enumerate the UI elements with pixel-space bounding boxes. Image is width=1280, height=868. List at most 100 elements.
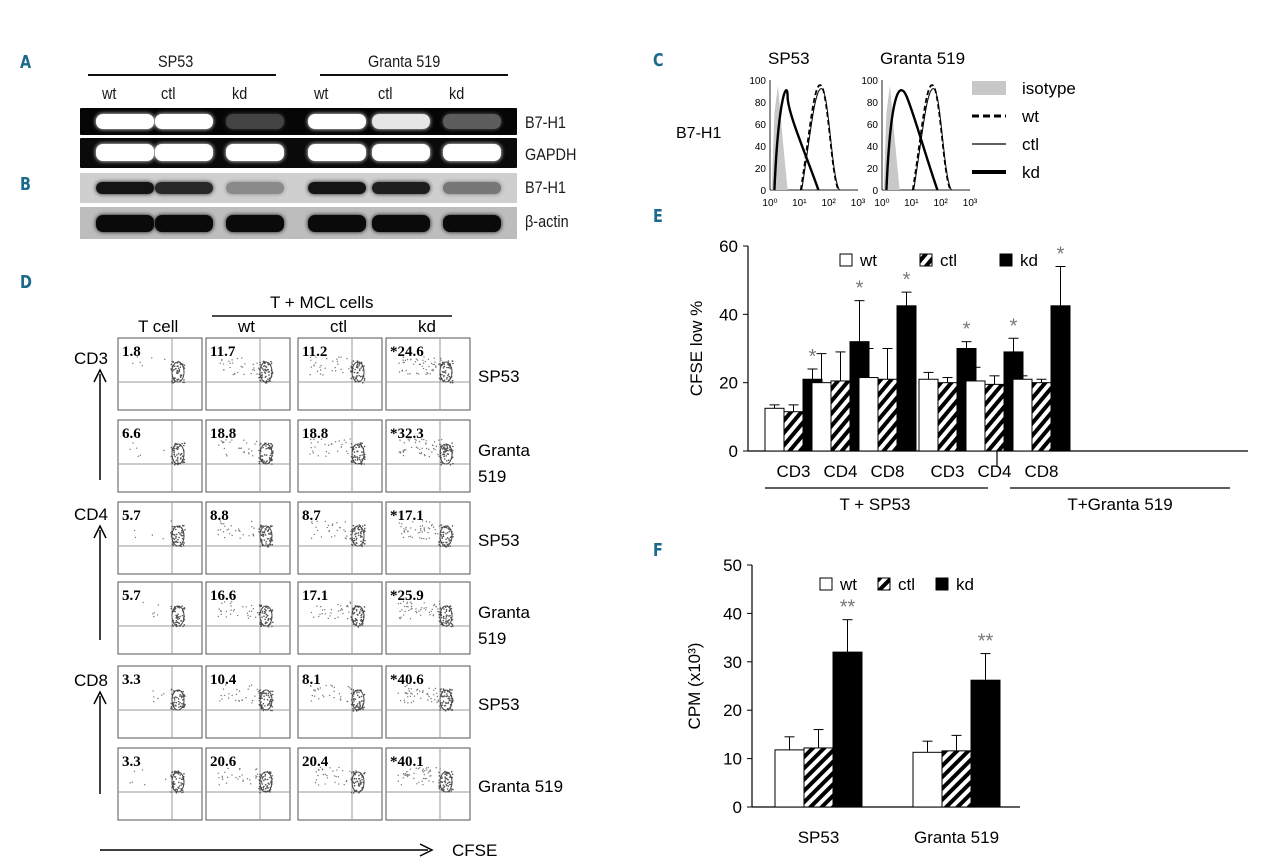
histogram-y-tick: 80 (867, 98, 879, 109)
flow-dot (441, 531, 443, 534)
flow-dot (175, 447, 178, 450)
flow-dot (346, 535, 348, 537)
flow-dot (356, 365, 358, 367)
flow-dot (341, 609, 344, 611)
flow-dot (254, 695, 256, 697)
flow-dot (425, 369, 427, 371)
flow-dot (449, 448, 451, 451)
flow-dot (345, 605, 348, 608)
flow-dot (133, 770, 136, 773)
flow-dot (171, 771, 173, 774)
flow-dot (412, 363, 415, 365)
flow-contour (259, 443, 273, 465)
flow-col-header-wt: wt (237, 317, 255, 336)
flow-dot (325, 450, 328, 453)
flow-dot (430, 524, 433, 527)
flow-dot (136, 447, 138, 449)
flow-dot (410, 603, 413, 605)
y-tick-label: 0 (729, 442, 738, 461)
legend-label-ctl: ctl (898, 575, 915, 594)
histogram-title: SP53 (768, 49, 810, 68)
flow-dot (217, 615, 220, 618)
flow-dot (176, 617, 179, 619)
flow-dot (361, 778, 363, 781)
flow-value: 3.3 (122, 672, 141, 688)
flow-dot (260, 446, 263, 449)
flow-dot (437, 363, 440, 365)
flow-dot (427, 694, 429, 696)
flow-dot (434, 532, 437, 535)
flow-dot (442, 616, 445, 618)
flow-dot (439, 607, 442, 610)
flow-dot (227, 767, 229, 770)
flow-dot (319, 613, 321, 616)
flow-dot (261, 455, 264, 457)
flow-dot (437, 608, 439, 610)
flow-dot (180, 787, 182, 790)
flow-dot (321, 768, 324, 770)
flow-dot (434, 361, 436, 363)
category-label: CD8 (870, 462, 904, 481)
flow-dot (399, 610, 401, 613)
flow-dot (156, 614, 159, 616)
flow-dot (174, 607, 177, 609)
flow-dot (222, 688, 225, 690)
flow-plot: 3.3 (117, 665, 203, 739)
flow-dot (344, 530, 346, 533)
flow-dot (176, 448, 179, 451)
flow-dot (351, 771, 353, 773)
flow-dot (349, 770, 351, 773)
flow-dot (320, 364, 322, 367)
flow-dot (219, 700, 221, 702)
flow-dot (434, 528, 436, 531)
group-label-sp53: T + SP53 (839, 495, 910, 514)
flow-dot (444, 781, 447, 784)
flow-dot (422, 690, 424, 692)
flow-dot (173, 381, 176, 383)
flow-dot (354, 617, 357, 620)
flow-dot (420, 451, 423, 454)
histogram-x-tick: 10² (933, 198, 948, 209)
flow-dot (260, 694, 263, 696)
flow-dot (261, 374, 264, 376)
flow-dot (180, 375, 182, 378)
flow-contour (351, 771, 365, 793)
flow-row-label: Granta (478, 603, 531, 622)
flow-dot (406, 358, 409, 361)
flow-dot (175, 540, 177, 542)
flow-dot (352, 695, 355, 697)
flow-dot (328, 529, 330, 532)
flow-dot (355, 608, 358, 611)
flow-dot (227, 697, 230, 699)
flow-dot (309, 453, 311, 455)
flow-dot (327, 444, 330, 446)
flow-dot (448, 530, 451, 533)
flow-dot (445, 450, 448, 452)
flow-dot (441, 781, 444, 783)
flow-dot (268, 374, 270, 376)
flow-dot (267, 693, 270, 695)
flow-dot (183, 364, 186, 366)
flow-dot (443, 691, 446, 694)
flow-dot (175, 792, 178, 794)
flow-dot (263, 365, 265, 367)
flow-dot (450, 617, 452, 619)
flow-dot (317, 441, 319, 443)
histogram-y-label: B7-H1 (676, 125, 721, 142)
flow-dot (420, 537, 423, 540)
flow-dot (353, 777, 356, 780)
flow-dot (419, 531, 421, 534)
flow-dot (415, 446, 418, 448)
flow-dot (416, 688, 419, 691)
flow-dot (252, 607, 255, 610)
flow-dot (400, 616, 402, 618)
flow-dot (178, 531, 180, 534)
flow-dot (356, 372, 359, 374)
histogram-y-tick: 0 (760, 186, 766, 197)
flow-dot (236, 688, 238, 691)
flow-dot (258, 703, 261, 706)
flow-dot (434, 449, 436, 451)
flow-contour (171, 771, 185, 793)
flow-dot (443, 365, 445, 368)
